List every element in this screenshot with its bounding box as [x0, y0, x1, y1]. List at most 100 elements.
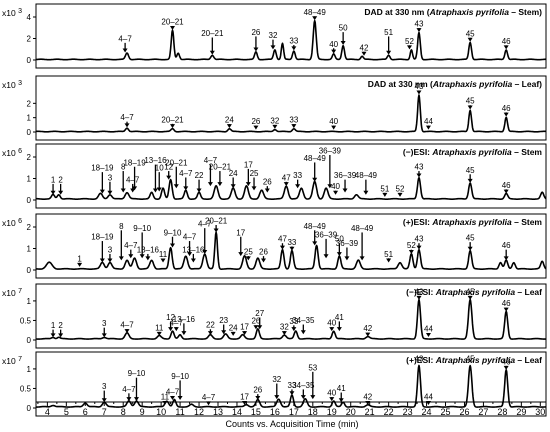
peak-label: 43 [415, 235, 424, 244]
peak-arrowhead [329, 327, 335, 332]
peak-arrowhead [120, 188, 126, 193]
peak-arrowhead [173, 327, 179, 332]
peak-arrowhead [425, 125, 431, 130]
peak-label: 25 [244, 248, 253, 257]
peak-arrowhead [187, 252, 193, 257]
peak-label: 20–21 [201, 29, 224, 38]
peak-arrowhead [312, 177, 318, 182]
peak-label: 8 [121, 163, 126, 172]
peak-arrowhead [209, 50, 215, 55]
peak-label: 42 [363, 324, 372, 333]
panel-title-suffix: – Stem [512, 217, 543, 227]
x-tick-label: 5 [64, 407, 69, 417]
panel-title-species: Atraphaxis pyrifolia [432, 79, 513, 89]
peak-arrowhead [177, 395, 183, 400]
peak-arrowhead [397, 192, 403, 197]
peak-label: 10 [155, 164, 164, 173]
chromatogram-trace [35, 364, 547, 408]
x-tick-label: 29 [516, 407, 526, 417]
x-tick-label: 17 [289, 407, 299, 417]
peak-arrowhead [416, 90, 422, 95]
peak-label: 46 [502, 104, 511, 113]
y-tick-label: 1 [27, 175, 32, 184]
y-scale-label: x10 7 [2, 356, 22, 366]
peak-arrowhead [207, 331, 213, 336]
peak-arrowhead [503, 307, 509, 312]
peak-arrowhead [230, 331, 236, 336]
peak-arrowhead [124, 329, 130, 334]
peak-arrowhead [130, 188, 136, 193]
x-tick-label: 26 [459, 407, 469, 417]
peak-label: 9–10 [128, 369, 146, 378]
peak-label: 44 [424, 117, 433, 126]
panel-title: DAD at 330 nm (Atraphaxis pyrifolia – St… [364, 7, 542, 17]
peak-arrowhead [416, 28, 422, 33]
y-scale-label: x10 3 [2, 80, 22, 90]
peak-label: 8 [119, 222, 124, 231]
peak-arrowhead [416, 245, 422, 250]
peak-arrowhead [310, 395, 316, 400]
panel-title-prefix: (+)ESI: [406, 355, 436, 365]
peak-label: 4–7 [120, 321, 134, 330]
peak-label: 46 [502, 299, 511, 308]
peak-arrowhead [101, 333, 107, 338]
panel-title-suffix: – Stem [512, 147, 543, 157]
peak-arrowhead [503, 112, 509, 117]
peak-label: 48–49 [304, 222, 327, 231]
peak-arrowhead [251, 186, 257, 191]
x-tick-label: 28 [497, 407, 507, 417]
x-tick-label: 6 [83, 407, 88, 417]
x-tick-label: 13 [213, 407, 223, 417]
peak-arrowhead [408, 249, 414, 254]
peak-label: 36–39 [319, 147, 342, 156]
peak-arrowhead [58, 190, 64, 195]
peak-label: 17 [240, 323, 249, 332]
peak-arrowhead [133, 397, 139, 402]
peak-label: 20–21 [209, 163, 232, 172]
x-tick-label: 22 [384, 407, 394, 417]
peak-label: 3 [102, 382, 107, 391]
y-scale-exponent: 7 [18, 288, 22, 295]
peak-arrowhead [181, 331, 187, 336]
x-tick-label: 7 [102, 407, 107, 417]
peak-arrowhead [467, 246, 473, 251]
x-tick-label: 10 [156, 407, 166, 417]
panel-title-species: Atraphaxis pyrifolia [435, 287, 516, 297]
peak-arrowhead [289, 391, 295, 396]
peak-arrowhead [503, 365, 509, 370]
peak-arrowhead [99, 189, 105, 194]
peak-label: 13–16 [173, 315, 196, 324]
peak-label: 43 [415, 287, 424, 296]
peak-arrowhead [99, 258, 105, 263]
peak-label: 52 [407, 241, 416, 250]
panel-title-species: Atraphaxis pyrifolia [435, 355, 516, 365]
x-tick-label: 25 [441, 407, 451, 417]
peak-label: 24 [229, 323, 238, 332]
chromatogram-trace [35, 298, 547, 340]
peak-arrowhead [406, 45, 412, 50]
peak-arrowhead [503, 45, 509, 50]
panel-title: (+)ESI: Atraphaxis pyrifolia – Leaf [406, 355, 542, 365]
peak-arrowhead [300, 330, 306, 335]
peak-arrowhead [300, 395, 306, 400]
peak-arrowhead [363, 190, 369, 195]
peak-arrowhead [145, 256, 151, 261]
peak-arrowhead [101, 398, 107, 403]
x-axis-title: Counts vs. Acquisition Time (min) [225, 419, 358, 429]
peak-label: 43 [415, 20, 424, 29]
peak-label: 47 [282, 173, 291, 182]
peak-arrowhead [264, 188, 270, 193]
peak-label: 17 [240, 393, 249, 402]
peak-label: 1 [77, 254, 82, 263]
peak-label: 47 [278, 235, 287, 244]
y-scale-label: x10 7 [2, 288, 22, 298]
peak-label: 40 [327, 319, 336, 328]
peak-label: 45 [466, 287, 475, 296]
peak-label: 9–10 [133, 224, 151, 233]
peak-label: 36–39 [334, 171, 357, 180]
peak-label: 40 [331, 182, 340, 191]
peak-arrowhead [50, 190, 56, 195]
y-scale-exponent: 7 [18, 356, 22, 363]
peak-arrowhead [160, 258, 166, 263]
peak-label: 13–16 [144, 156, 167, 165]
